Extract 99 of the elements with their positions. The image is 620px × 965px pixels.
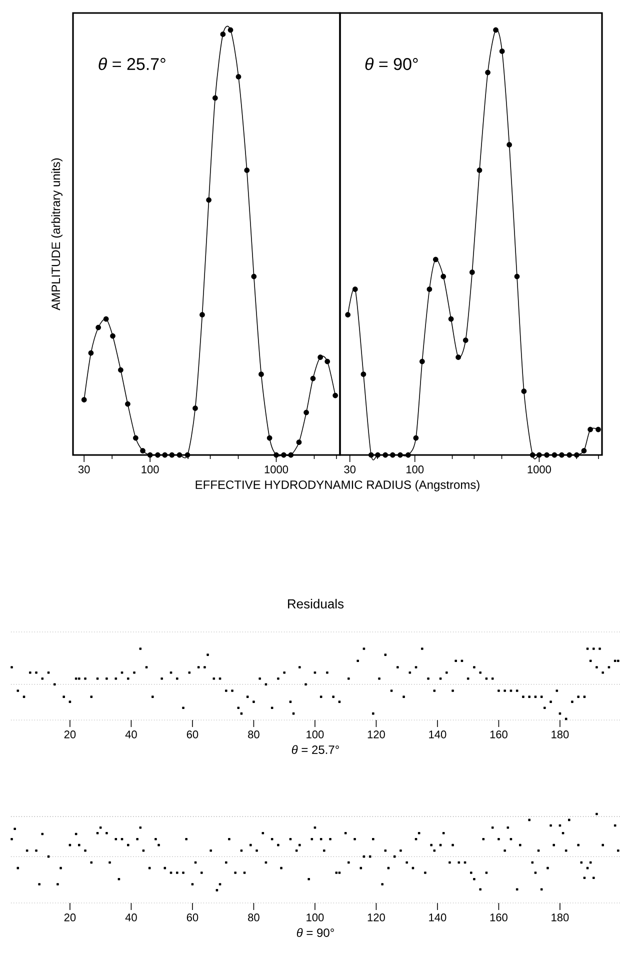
point (588, 426, 593, 432)
x-tick-label: 60 (186, 914, 198, 922)
point (147, 452, 153, 458)
point (462, 338, 468, 343)
annotation: θ = 25.7° (98, 58, 166, 70)
point (499, 48, 505, 54)
x-axis-title: θ = 90° (296, 928, 334, 937)
point (398, 452, 403, 458)
point (110, 333, 116, 339)
point (544, 452, 550, 458)
point (192, 406, 198, 411)
point (288, 452, 294, 458)
x-tick-label: 40 (125, 914, 137, 922)
chart-title: Residuals (288, 598, 344, 608)
point (390, 452, 396, 458)
point (200, 312, 205, 318)
point (536, 452, 542, 458)
point (476, 168, 482, 173)
x-tick-label: 100 (142, 466, 159, 474)
x-tick-label: 180 (552, 730, 569, 738)
point (566, 452, 572, 458)
point (103, 316, 109, 322)
point (132, 435, 138, 441)
point (281, 452, 286, 458)
annotation: θ = 90° (365, 58, 418, 70)
point (236, 74, 242, 80)
point (274, 452, 279, 458)
point (368, 452, 374, 458)
x-tick-label: 80 (248, 730, 260, 738)
x-tick-label: 40 (125, 730, 137, 738)
point (206, 197, 212, 203)
point (332, 392, 338, 398)
point (96, 324, 102, 330)
point (581, 448, 587, 454)
x-tick-label: 30 (344, 466, 356, 474)
x-tick-label: 140 (429, 730, 446, 738)
point (345, 312, 351, 318)
x-tick-label: 100 (406, 466, 424, 474)
x-tick-label: 100 (306, 730, 324, 738)
point (88, 350, 94, 356)
point (258, 372, 264, 377)
x-tick-label: 120 (368, 914, 385, 922)
x-tick-label: 100 (306, 914, 324, 922)
x-tick-label: 1000 (528, 466, 551, 474)
point (596, 426, 601, 432)
point (228, 27, 234, 33)
y-axis-title: AMPLITUDE (arbitrary units) (51, 158, 62, 310)
point (456, 354, 461, 360)
x-axis-title: EFFECTIVE HYDRODYNAMIC RADIUS (Angstroms) (196, 480, 480, 492)
point (426, 286, 432, 292)
point (318, 354, 324, 360)
point (432, 256, 438, 262)
x-tick-label: 160 (490, 730, 508, 738)
point (266, 435, 272, 441)
point (324, 358, 330, 364)
point (118, 367, 124, 373)
point (169, 452, 175, 458)
point (360, 372, 366, 377)
x-tick-label: 120 (368, 730, 385, 738)
point (220, 32, 226, 37)
point (552, 452, 558, 458)
x-tick-label: 140 (429, 914, 446, 922)
point (574, 452, 580, 458)
x-tick-label: 160 (490, 914, 508, 922)
point (406, 452, 411, 458)
point (352, 286, 358, 292)
point (162, 452, 168, 458)
point (448, 316, 454, 322)
point (125, 401, 130, 407)
point (530, 452, 536, 458)
point (506, 142, 512, 148)
point (251, 274, 257, 280)
point (155, 452, 160, 458)
x-axis-title: θ = 25.7° (292, 745, 339, 754)
x-tick-label: 20 (64, 730, 76, 738)
point (296, 440, 302, 445)
point (469, 270, 475, 275)
point (514, 274, 520, 280)
point (485, 70, 490, 76)
point (419, 358, 425, 364)
point (304, 410, 309, 416)
point (440, 274, 446, 280)
point (81, 397, 87, 402)
point (310, 376, 316, 382)
point (559, 452, 564, 458)
point (521, 388, 527, 394)
x-tick-label: 1000 (264, 466, 288, 474)
x-tick-label: 60 (186, 730, 198, 738)
x-tick-label: 180 (552, 914, 569, 922)
x-tick-label: 30 (78, 466, 90, 474)
point (176, 452, 182, 458)
x-tick-label: 20 (64, 914, 76, 922)
point (375, 452, 380, 458)
point (382, 452, 388, 458)
x-tick-label: 80 (248, 914, 260, 922)
point (140, 448, 146, 454)
point (493, 27, 498, 33)
point (184, 452, 190, 458)
point (244, 168, 250, 173)
